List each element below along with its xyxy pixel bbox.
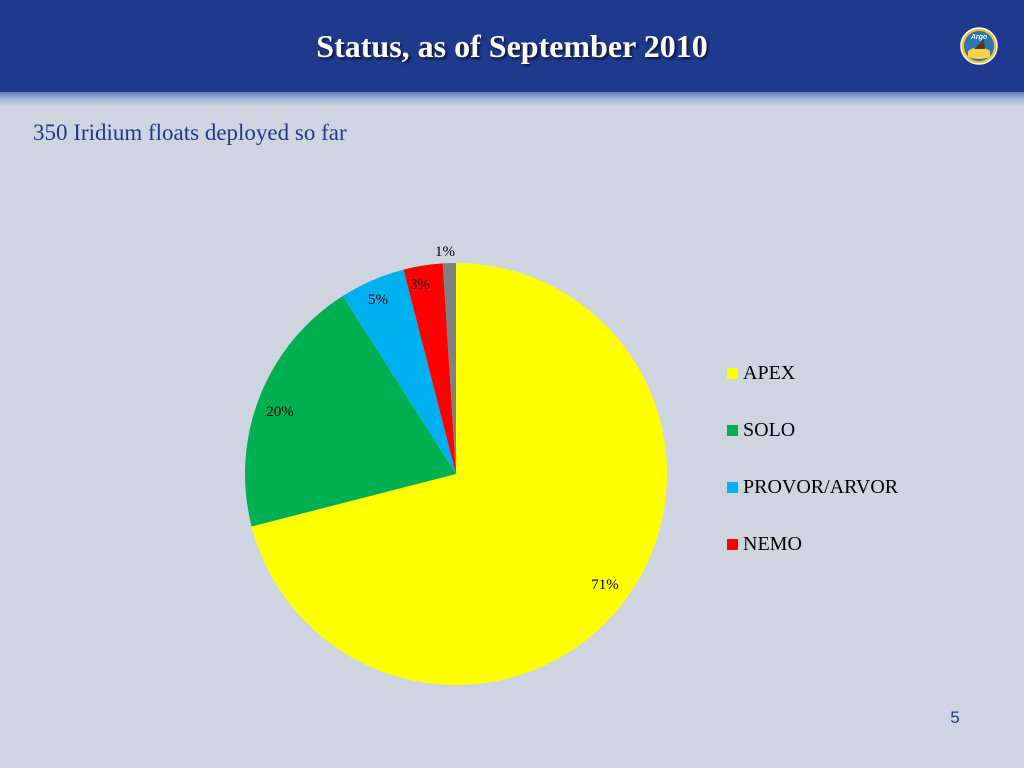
data-label-other: 1% [435, 244, 455, 260]
legend-swatch [727, 368, 738, 379]
pie-slice-nemo [403, 263, 456, 474]
data-label-solo: 20% [266, 404, 294, 420]
legend-swatch [727, 425, 738, 436]
logo-text: Argo [970, 34, 988, 41]
legend-swatch [727, 539, 738, 550]
slide-title: Status, as of September 2010 [316, 28, 708, 64]
legend-label: SOLO [743, 419, 796, 441]
data-label-provor-arvor: 5% [368, 292, 388, 308]
legend-label: NEMO [743, 533, 802, 555]
pie-slice-apex [251, 263, 668, 685]
header-divider [0, 92, 1024, 106]
argo-logo-icon: Argo [960, 27, 998, 65]
pie-slice-solo [245, 295, 456, 527]
slide-header [0, 0, 1024, 96]
pie-slice-provor-arvor [342, 269, 456, 474]
pie-slice-other [442, 263, 456, 474]
page-number: 5 [950, 708, 960, 727]
data-label-nemo: 3% [410, 277, 430, 293]
legend-label: APEX [743, 362, 796, 384]
legend-swatch [727, 482, 738, 493]
data-label-apex: 71% [591, 577, 619, 593]
slide-subtitle: 350 Iridium floats deployed so far [33, 120, 347, 145]
legend-label: PROVOR/ARVOR [743, 476, 899, 498]
